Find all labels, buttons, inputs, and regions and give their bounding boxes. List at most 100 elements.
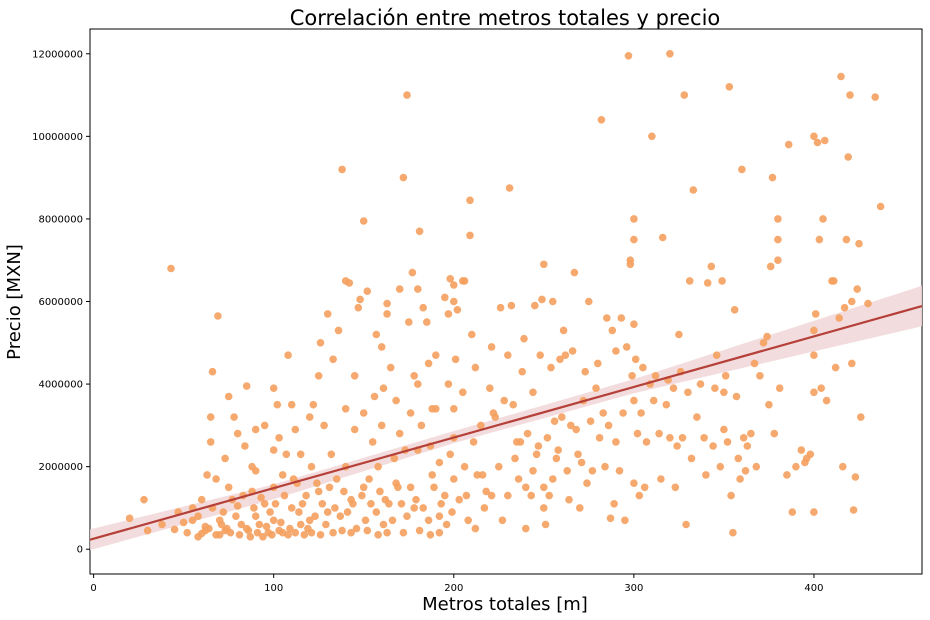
scatter-point — [237, 520, 246, 529]
scatter-point — [662, 400, 671, 409]
scatter-point — [657, 475, 665, 483]
scatter-point — [567, 421, 575, 430]
scatter-point — [522, 483, 530, 492]
scatter-point — [437, 500, 446, 508]
scatter-point — [347, 528, 355, 537]
scatter-point — [547, 363, 555, 372]
scatter-point — [277, 518, 285, 527]
scatter-point — [846, 91, 854, 99]
scatter-point — [588, 467, 597, 475]
scatter-point — [658, 233, 667, 242]
scatter-point — [410, 504, 419, 512]
scatter-point — [345, 279, 354, 287]
scatter-point — [630, 235, 638, 244]
scatter-point — [305, 413, 314, 421]
scatter-point — [212, 531, 220, 539]
scatter-point — [278, 471, 287, 479]
scatter-point — [307, 528, 316, 537]
scatter-point — [426, 531, 435, 539]
scatter-point — [414, 285, 422, 293]
scatter-point — [298, 500, 307, 508]
scatter-point — [262, 522, 271, 531]
scatter-point — [718, 277, 726, 285]
scatter-point — [230, 413, 238, 421]
scatter-point — [839, 462, 847, 471]
scatter-point — [241, 442, 249, 450]
scatter-point — [314, 372, 323, 380]
scatter-point — [473, 471, 482, 479]
scatter-point — [383, 310, 391, 318]
scatter-point — [318, 500, 327, 508]
scatter-point — [857, 413, 865, 421]
scatter-point — [338, 165, 346, 174]
scatter-point — [518, 367, 526, 376]
scatter-point — [554, 446, 562, 454]
scatter-point — [498, 516, 507, 525]
scatter-point — [640, 483, 649, 492]
scatter-point — [343, 508, 352, 516]
scatter-point — [529, 467, 537, 475]
scatter-point — [460, 462, 469, 471]
scatter-point — [244, 526, 253, 535]
scatter-point — [759, 339, 768, 347]
scatter-point — [417, 421, 426, 430]
scatter-point — [864, 299, 872, 308]
scatter-point — [359, 217, 368, 225]
scatter-point — [651, 372, 660, 380]
scatter-point — [549, 297, 557, 306]
scatter-point — [446, 275, 455, 283]
scatter-point — [395, 429, 404, 438]
scatter-point — [179, 518, 188, 527]
scatter-point — [568, 347, 577, 355]
scatter-point — [543, 434, 552, 442]
scatter-point — [266, 508, 274, 516]
scatter-point — [251, 467, 260, 475]
scatter-point — [331, 504, 339, 512]
scatter-point — [435, 528, 444, 537]
scatter-point — [424, 359, 433, 368]
scatter-point — [583, 479, 591, 488]
scatter-point — [853, 285, 861, 293]
scatter-point — [395, 285, 404, 293]
chart-title: Correlación entre metros totales y preci… — [290, 6, 721, 30]
scatter-point — [540, 260, 548, 269]
scatter-point — [649, 396, 658, 405]
scatter-point — [630, 215, 638, 223]
scatter-point — [504, 491, 512, 500]
scatter-point — [251, 425, 260, 434]
scatter-point — [354, 303, 363, 312]
scatter-point — [597, 116, 606, 124]
scatter-point — [399, 173, 408, 182]
scatter-point — [752, 462, 761, 471]
scatter-point — [316, 531, 325, 539]
scatter-point — [792, 462, 800, 471]
scatter-point — [561, 351, 570, 360]
scatter-point — [595, 434, 604, 442]
scatter-point — [774, 235, 782, 244]
scatter-point — [350, 425, 359, 434]
scatter-point — [669, 384, 678, 393]
scatter-point — [509, 400, 517, 409]
scatter-point — [296, 450, 305, 459]
scatter-point — [612, 438, 620, 446]
scatter-point — [487, 343, 496, 351]
scatter-point — [415, 227, 424, 236]
scatter-point — [441, 491, 449, 500]
scatter-point — [388, 516, 397, 525]
scatter-point — [287, 400, 296, 409]
scatter-point — [403, 91, 411, 99]
scatter-point — [352, 524, 361, 533]
scatter-point — [712, 351, 721, 360]
scatter-point — [848, 297, 856, 306]
scatter-point — [197, 495, 206, 504]
scatter-point — [619, 409, 627, 417]
scatter-point — [323, 508, 332, 516]
scatter-point — [466, 231, 474, 240]
scatter-point — [257, 493, 265, 502]
scatter-point — [747, 429, 755, 438]
plot-area — [89, 28, 923, 575]
scatter-point — [253, 528, 262, 537]
scatter-point — [689, 186, 698, 194]
scatter-point — [377, 421, 386, 430]
